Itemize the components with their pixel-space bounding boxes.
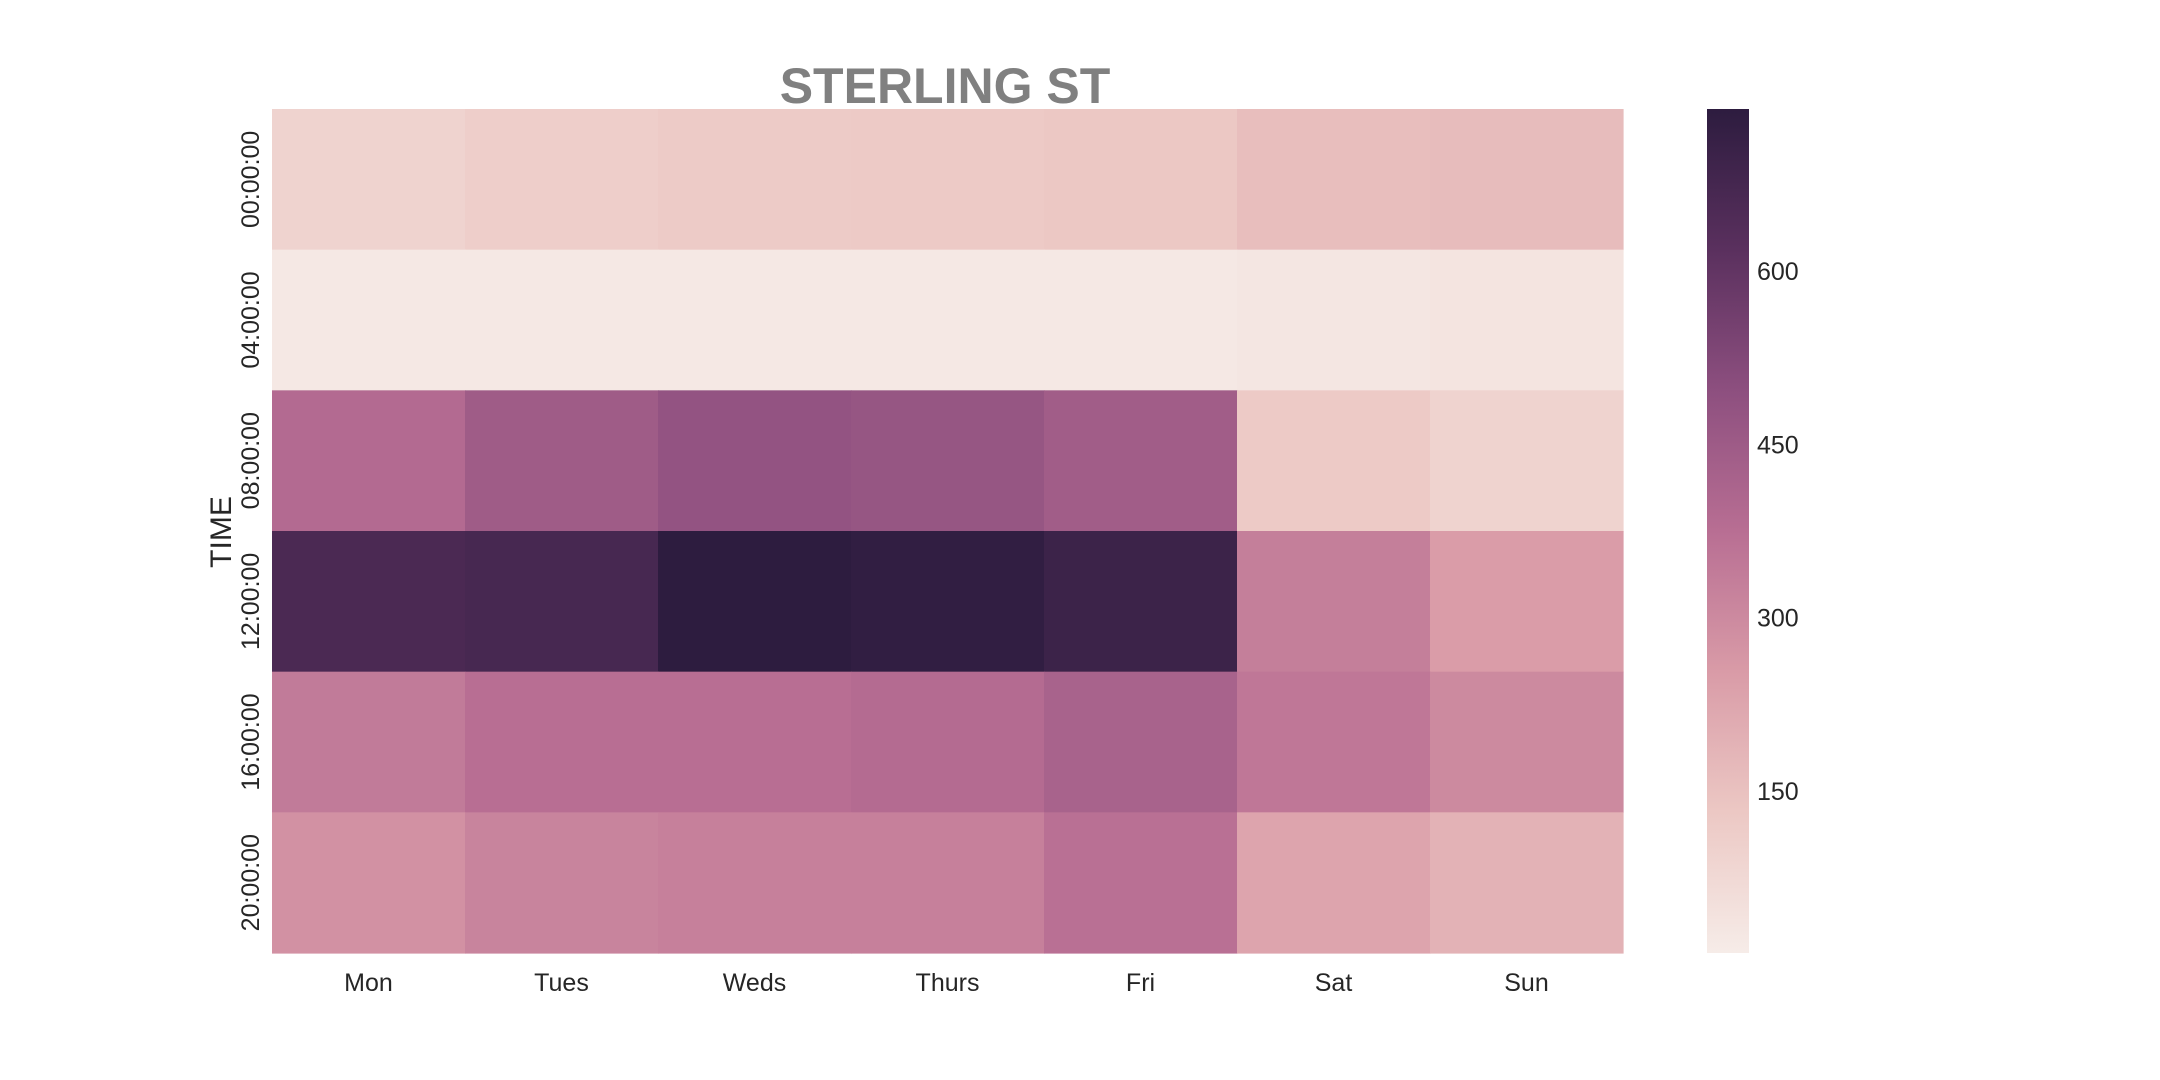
- heatmap-cell: [851, 390, 1045, 532]
- heatmap-cell: [465, 390, 659, 532]
- heatmap-cell: [272, 249, 466, 391]
- x-tick-labels: Mon Tues Weds Thurs Fri Sat Sun: [344, 969, 1549, 997]
- heatmap-cells: [272, 109, 1624, 954]
- heatmap-cell: [465, 249, 659, 391]
- heatmap-cell: [851, 531, 1045, 673]
- heatmap-cell: [1237, 812, 1431, 954]
- heatmap-cell: [1044, 671, 1238, 813]
- heatmap-cell: [1044, 531, 1238, 673]
- heatmap-cell: [272, 531, 466, 673]
- heatmap-cell: [1430, 249, 1624, 391]
- heatmap-cell: [1237, 390, 1431, 532]
- x-tick-label: Sun: [1504, 969, 1548, 997]
- heatmap-cell: [851, 109, 1045, 251]
- heatmap-cell: [1237, 671, 1431, 813]
- heatmap-cell: [851, 671, 1045, 813]
- heatmap-cell: [658, 671, 852, 813]
- y-tick-labels: 00:00:00 04:00:00 08:00:00 12:00:00 16:00:00…: [237, 131, 265, 932]
- heatmap-cell: [1237, 249, 1431, 391]
- heatmap-cell: [1430, 531, 1624, 673]
- x-tick-label: Thurs: [916, 969, 980, 997]
- x-tick-label: Weds: [723, 969, 786, 997]
- y-tick-label: 00:00:00: [237, 131, 265, 228]
- heatmap-cell: [1430, 390, 1624, 532]
- heatmap-cell: [1430, 109, 1624, 251]
- heatmap-cell: [658, 531, 852, 673]
- heatmap-cell: [658, 109, 852, 251]
- colorbar-tick-label: 600: [1757, 258, 1799, 286]
- heatmap-cell: [465, 531, 659, 673]
- colorbar-tick-label: 450: [1757, 431, 1799, 459]
- heatmap-cell: [658, 390, 852, 532]
- colorbar-tick-labels: 150 300 450 600: [1757, 258, 1799, 806]
- y-tick-label: 12:00:00: [237, 553, 265, 650]
- heatmap-cell: [1237, 109, 1431, 251]
- heatmap-cell: [1430, 671, 1624, 813]
- heatmap-cell: [272, 671, 466, 813]
- y-tick-label: 16:00:00: [237, 693, 265, 790]
- colorbar-tick-label: 150: [1757, 778, 1799, 806]
- heatmap-cell: [272, 812, 466, 954]
- heatmap-cell: [1237, 531, 1431, 673]
- x-tick-label: Sat: [1315, 969, 1353, 997]
- y-tick-label: 08:00:00: [237, 412, 265, 509]
- heatmap-cell: [1044, 109, 1238, 251]
- heatmap-cell: [1430, 812, 1624, 954]
- heatmap-cell: [272, 390, 466, 532]
- heatmap-cell: [658, 249, 852, 391]
- heatmap-cell: [1044, 812, 1238, 954]
- heatmap-cell: [658, 812, 852, 954]
- heatmap-cell: [851, 812, 1045, 954]
- x-tick-label: Tues: [534, 969, 589, 997]
- x-tick-label: Fri: [1126, 969, 1155, 997]
- heatmap-cell: [1044, 249, 1238, 391]
- heatmap-cell: [465, 109, 659, 251]
- heatmap-cell: [851, 249, 1045, 391]
- chart-title: STERLING ST: [780, 58, 1111, 114]
- heatmap-cell: [465, 812, 659, 954]
- colorbar: [1707, 109, 1749, 953]
- x-tick-label: Mon: [344, 969, 393, 997]
- y-tick-label: 04:00:00: [237, 271, 265, 368]
- y-tick-label: 20:00:00: [237, 834, 265, 931]
- heatmap-cell: [465, 671, 659, 813]
- colorbar-tick-label: 300: [1757, 605, 1799, 633]
- heatmap-cell: [272, 109, 466, 251]
- heatmap-cell: [1044, 390, 1238, 532]
- y-axis-label: TIME: [205, 496, 238, 568]
